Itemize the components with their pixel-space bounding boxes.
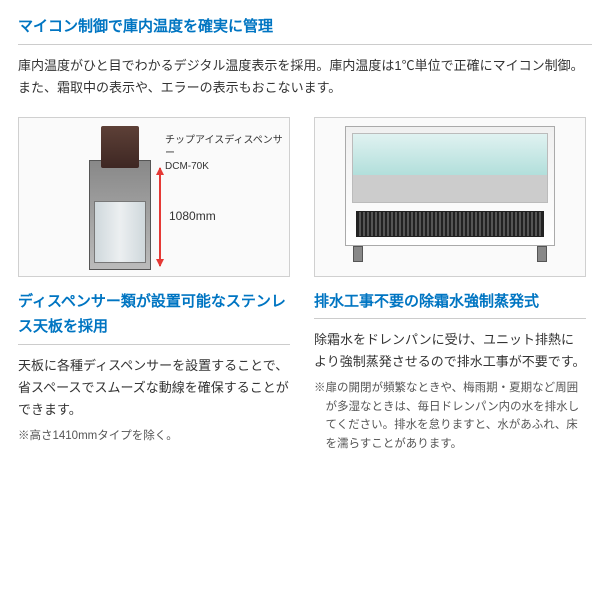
dispenser-label-line1: チップアイスディスペンサー <box>165 135 283 159</box>
body-microcomputer: 庫内温度がひと目でわかるデジタル温度表示を採用。庫内温度は1℃単位で正確にマイコ… <box>18 55 592 99</box>
fridge-illustration <box>89 160 151 270</box>
heading-stainless-top: ディスペンサー類が設置可能なステンレス天板を採用 <box>18 289 290 345</box>
heading-drainage: 排水工事不要の除霜水強制蒸発式 <box>314 289 586 320</box>
note-drainage: ※扉の開閉が頻繁なときや、梅雨期・夏期など周囲が多湿なときは、毎日ドレンパン内の… <box>314 379 586 453</box>
fridge-upper-glass <box>352 133 548 203</box>
two-column-row: チップアイスディスペンサー DCM-70K 1080mm ディスペンサー類が設置… <box>18 117 592 453</box>
heading-microcomputer: マイコン制御で庫内温度を確実に管理 <box>18 14 592 45</box>
dimension-value: 1080mm <box>169 206 216 226</box>
image-dispenser-on-fridge: チップアイスディスペンサー DCM-70K 1080mm <box>18 117 290 277</box>
dispenser-label-line2: DCM-70K <box>165 161 209 172</box>
leg-right <box>537 246 547 262</box>
compressor-grill-icon <box>356 211 544 237</box>
fridge-legs <box>353 246 547 262</box>
fridge-glass-door <box>94 201 146 263</box>
ice-dispenser-illustration <box>101 126 139 168</box>
dimension-arrow-icon <box>159 168 161 266</box>
fridge-base-illustration <box>345 126 555 246</box>
dispenser-model-label: チップアイスディスペンサー DCM-70K <box>165 134 289 173</box>
note-stainless-top: ※高さ1410mmタイプを除く。 <box>18 427 290 445</box>
image-fridge-base-unit <box>314 117 586 277</box>
section-microcomputer-control: マイコン制御で庫内温度を確実に管理 庫内温度がひと目でわかるデジタル温度表示を採… <box>18 14 592 99</box>
column-drainage: 排水工事不要の除霜水強制蒸発式 除霜水をドレンパンに受け、ユニット排熱により強制… <box>314 117 586 453</box>
leg-left <box>353 246 363 262</box>
body-drainage: 除霜水をドレンパンに受け、ユニット排熱により強制蒸発させるので排水工事が不要です… <box>314 329 586 373</box>
column-dispenser: チップアイスディスペンサー DCM-70K 1080mm ディスペンサー類が設置… <box>18 117 290 453</box>
body-stainless-top: 天板に各種ディスペンサーを設置することで、省スペースでスムーズな動線を確保するこ… <box>18 355 290 421</box>
